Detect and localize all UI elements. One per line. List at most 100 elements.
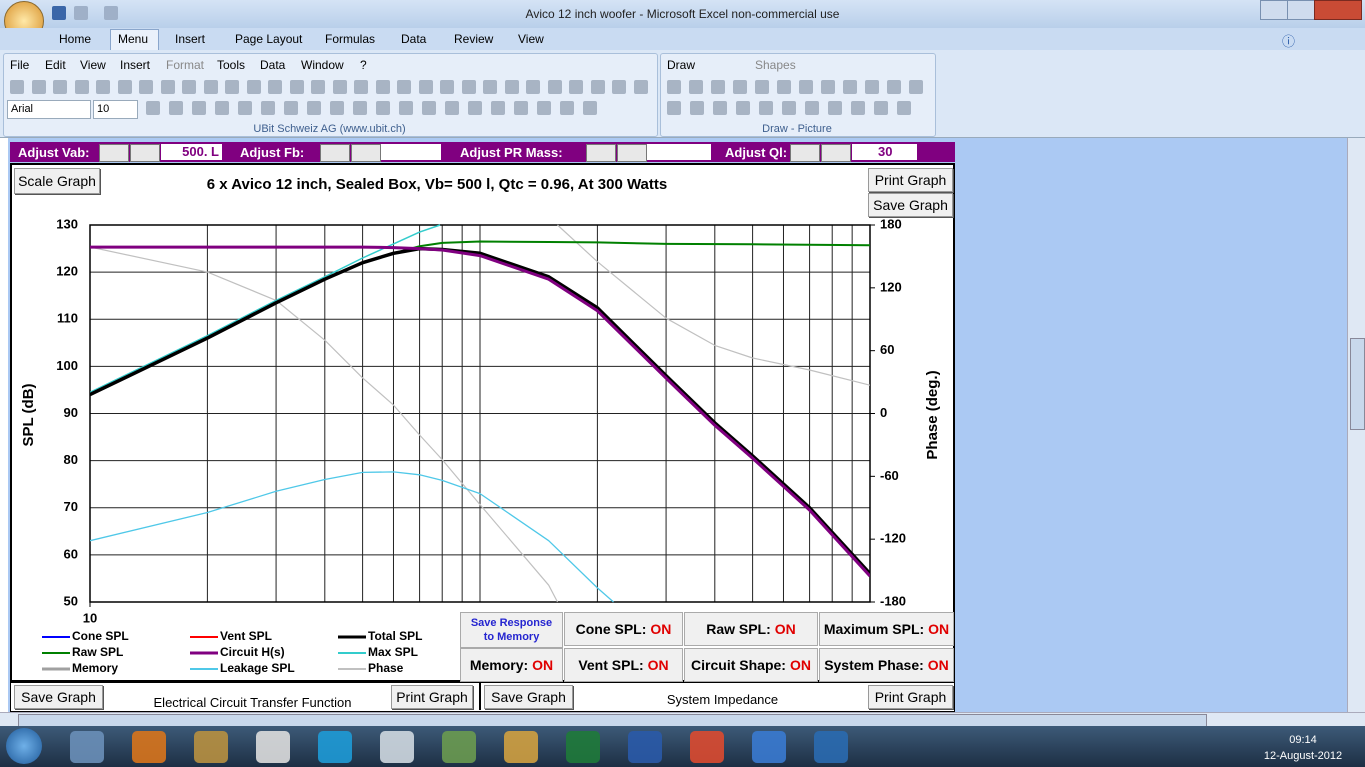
toolbar-icon[interactable] [31,80,46,94]
tab[interactable]: Menu [118,32,149,46]
toolbar-icon[interactable] [667,101,681,115]
save-graph-button[interactable]: Save Graph [484,685,573,709]
toolbar-icon[interactable] [733,80,747,94]
draw-menu[interactable]: Draw [667,58,696,72]
spin-right[interactable] [821,144,851,162]
toolbar-icon[interactable] [759,101,773,115]
menu-item[interactable]: Data [260,58,286,72]
scale-graph-button[interactable]: Scale Graph [14,168,100,194]
tab[interactable]: Review [454,32,494,46]
toolbar-icon[interactable] [828,101,842,115]
toolbar-icon[interactable] [246,80,261,94]
tab[interactable]: Formulas [325,32,376,46]
scroll-thumb[interactable] [1350,338,1365,430]
toolbar-icon[interactable] [713,101,727,115]
toolbar-icon[interactable] [461,80,476,94]
toolbar-icon[interactable] [146,101,160,115]
toolbar-icon[interactable] [874,101,888,115]
toolbar-icon[interactable] [897,101,911,115]
vab-value[interactable]: 500. L [161,144,222,160]
app-icon[interactable] [132,731,166,763]
toolbar-icon[interactable] [560,101,574,115]
toolbar-icon[interactable] [689,80,703,94]
print-graph-button[interactable]: Print Graph [868,685,953,709]
toolbar-icon[interactable] [311,80,325,94]
toolbar-icon[interactable] [225,80,239,94]
fb-field[interactable] [381,144,441,160]
toolbar-icon[interactable] [53,80,67,94]
tab[interactable]: Page Layout [235,32,303,46]
tab[interactable]: Data [401,32,427,46]
app-icon[interactable] [70,731,104,763]
toolbar-icon[interactable] [491,101,505,115]
toggle-button[interactable]: Memory: ON [460,648,563,682]
toolbar-icon[interactable] [376,101,390,115]
toolbar-icon[interactable] [887,80,901,94]
toolbar-icon[interactable] [782,101,796,115]
horizontal-scrollbar[interactable] [0,712,1365,727]
toolbar-icon[interactable] [483,80,497,94]
app-icon[interactable] [380,731,414,763]
spin-right[interactable] [130,144,160,162]
spin-left[interactable] [99,144,129,162]
app-icon[interactable] [628,731,662,763]
spin-right[interactable] [351,144,381,162]
toolbar-icon[interactable] [182,80,196,94]
minimize-button[interactable] [1260,0,1288,20]
spin-left[interactable] [790,144,820,162]
tab[interactable]: View [518,32,544,46]
toolbar-icon[interactable] [261,101,275,115]
toolbar-icon[interactable] [547,80,562,94]
toggle-button[interactable]: Raw SPL: ON [684,612,818,646]
toolbar-icon[interactable] [667,80,681,94]
save-icon[interactable] [52,6,66,20]
redo-icon[interactable] [104,6,118,20]
print-graph-button[interactable]: Print Graph [391,685,473,709]
toolbar-icon[interactable] [215,101,229,115]
toolbar-icon[interactable] [160,80,175,94]
save-graph-button[interactable]: Save Graph [14,685,103,709]
toolbar-icon[interactable] [268,80,282,94]
toolbar-icon[interactable] [612,80,626,94]
toolbar-icon[interactable] [843,80,857,94]
start-button[interactable] [6,728,42,764]
toggle-button[interactable]: System Phase: ON [819,648,954,682]
menu-item[interactable]: Format [166,58,205,72]
spin-right[interactable] [617,144,647,162]
toggle-button[interactable]: Circuit Shape: ON [684,648,818,682]
size-box[interactable]: 10 [93,100,138,119]
toggle-button[interactable]: Cone SPL: ON [564,612,683,646]
toolbar-icon[interactable] [96,80,110,94]
maximize-button[interactable] [1287,0,1315,20]
toolbar-icon[interactable] [445,101,459,115]
toolbar-icon[interactable] [821,80,835,94]
app-icon[interactable] [690,731,724,763]
app-icon[interactable] [814,731,848,763]
toolbar-icon[interactable] [399,101,413,115]
app-icon[interactable] [442,731,476,763]
toggle-button[interactable]: Vent SPL: ON [564,648,683,682]
ql-value[interactable]: 30 [852,144,917,160]
toolbar-icon[interactable] [805,101,819,115]
toolbar-icon[interactable] [330,101,344,115]
toolbar-icon[interactable] [10,80,24,94]
app-icon[interactable] [194,731,228,763]
tab[interactable]: Home [59,32,92,46]
app-icon[interactable] [318,731,352,763]
toolbar-icon[interactable] [284,101,298,115]
toolbar-icon[interactable] [569,80,583,94]
toolbar-icon[interactable] [117,80,132,94]
toolbar-icon[interactable] [353,101,367,115]
toolbar-icon[interactable] [537,101,551,115]
toolbar-icon[interactable] [711,80,725,94]
save-graph-button[interactable]: Save Graph [868,193,953,217]
font-box[interactable]: Arial [7,100,91,119]
app-icon[interactable] [566,731,600,763]
save-memory-button[interactable]: Save Response to Memory [460,612,563,648]
toolbar-icon[interactable] [238,101,252,115]
toolbar-icon[interactable] [169,101,183,115]
toolbar-icon[interactable] [736,101,750,115]
close-button[interactable] [1314,0,1362,20]
toolbar-icon[interactable] [851,101,865,115]
toolbar-icon[interactable] [777,80,791,94]
